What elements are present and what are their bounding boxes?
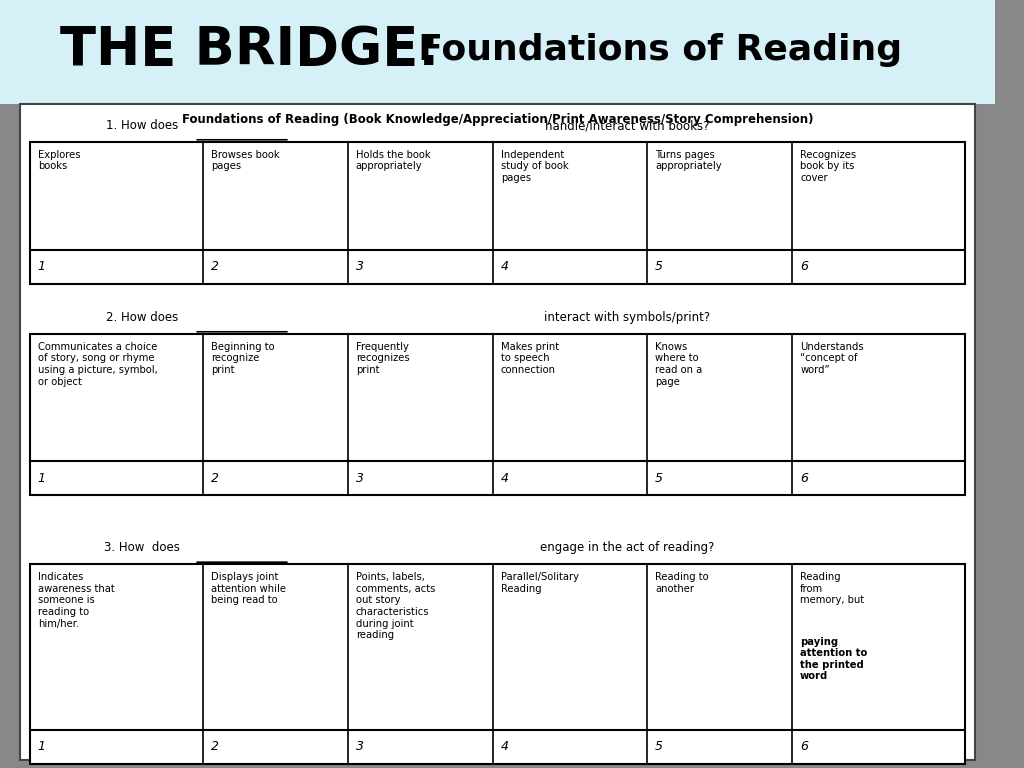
Text: Reading
from
memory, but: Reading from memory, but [800, 572, 864, 605]
FancyBboxPatch shape [0, 0, 995, 104]
Text: 2: 2 [211, 260, 219, 273]
Text: Makes print
to speech
connection: Makes print to speech connection [501, 342, 559, 375]
Text: Holds the book
appropriately: Holds the book appropriately [355, 150, 430, 171]
Text: 1: 1 [38, 740, 46, 753]
Text: Foundations of Reading (Book Knowledge/Appreciation/Print Awareness/Story Compre: Foundations of Reading (Book Knowledge/A… [181, 113, 813, 125]
Text: Turns pages
appropriately: Turns pages appropriately [655, 150, 722, 171]
Text: 2: 2 [211, 472, 219, 485]
Text: 6: 6 [800, 472, 808, 485]
Text: handle/interact with books?: handle/interact with books? [546, 119, 710, 132]
Text: engage in the act of reading?: engage in the act of reading? [541, 541, 715, 554]
Text: Foundations of Reading: Foundations of Reading [393, 33, 902, 67]
Text: 4: 4 [501, 740, 509, 753]
Text: Indicates
awareness that
someone is
reading to
him/her.: Indicates awareness that someone is read… [38, 572, 115, 628]
Text: paying
attention to
the printed
word: paying attention to the printed word [800, 637, 867, 681]
Text: interact with symbols/print?: interact with symbols/print? [545, 311, 711, 324]
Text: 6: 6 [800, 260, 808, 273]
Text: 5: 5 [655, 472, 664, 485]
Text: Understands
“concept of
word”: Understands “concept of word” [800, 342, 863, 375]
Text: 1: 1 [38, 260, 46, 273]
Text: 2: 2 [211, 740, 219, 753]
Text: Beginning to
recognize
print: Beginning to recognize print [211, 342, 274, 375]
Text: Displays joint
attention while
being read to: Displays joint attention while being rea… [211, 572, 286, 605]
FancyBboxPatch shape [30, 334, 966, 495]
Text: Knows
where to
read on a
page: Knows where to read on a page [655, 342, 702, 386]
Text: 3: 3 [355, 740, 364, 753]
Text: Independent
study of book
pages: Independent study of book pages [501, 150, 568, 183]
Text: Communicates a choice
of story, song or rhyme
using a picture, symbol,
or object: Communicates a choice of story, song or … [38, 342, 158, 386]
Text: 5: 5 [655, 740, 664, 753]
Text: Parallel/Solitary
Reading: Parallel/Solitary Reading [501, 572, 579, 594]
Text: 2. How does: 2. How does [106, 311, 178, 324]
Text: THE BRIDGE:: THE BRIDGE: [59, 24, 439, 76]
Text: 1: 1 [38, 472, 46, 485]
Text: 4: 4 [501, 260, 509, 273]
Text: Explores
books: Explores books [38, 150, 80, 171]
Text: 4: 4 [501, 472, 509, 485]
FancyBboxPatch shape [30, 142, 966, 284]
Text: 5: 5 [655, 260, 664, 273]
Text: 1. How does: 1. How does [106, 119, 178, 132]
Text: Frequently
recognizes
print: Frequently recognizes print [355, 342, 410, 375]
Text: 3: 3 [355, 260, 364, 273]
Text: 3: 3 [355, 472, 364, 485]
FancyBboxPatch shape [30, 564, 966, 764]
Text: Recognizes
book by its
cover: Recognizes book by its cover [800, 150, 856, 183]
Text: 6: 6 [800, 740, 808, 753]
Text: Reading to
another: Reading to another [655, 572, 709, 594]
Text: 3. How  does: 3. How does [104, 541, 180, 554]
Text: Browses book
pages: Browses book pages [211, 150, 280, 171]
FancyBboxPatch shape [19, 104, 975, 760]
Text: Points, labels,
comments, acts
out story
characteristics
during joint
reading: Points, labels, comments, acts out story… [355, 572, 435, 641]
